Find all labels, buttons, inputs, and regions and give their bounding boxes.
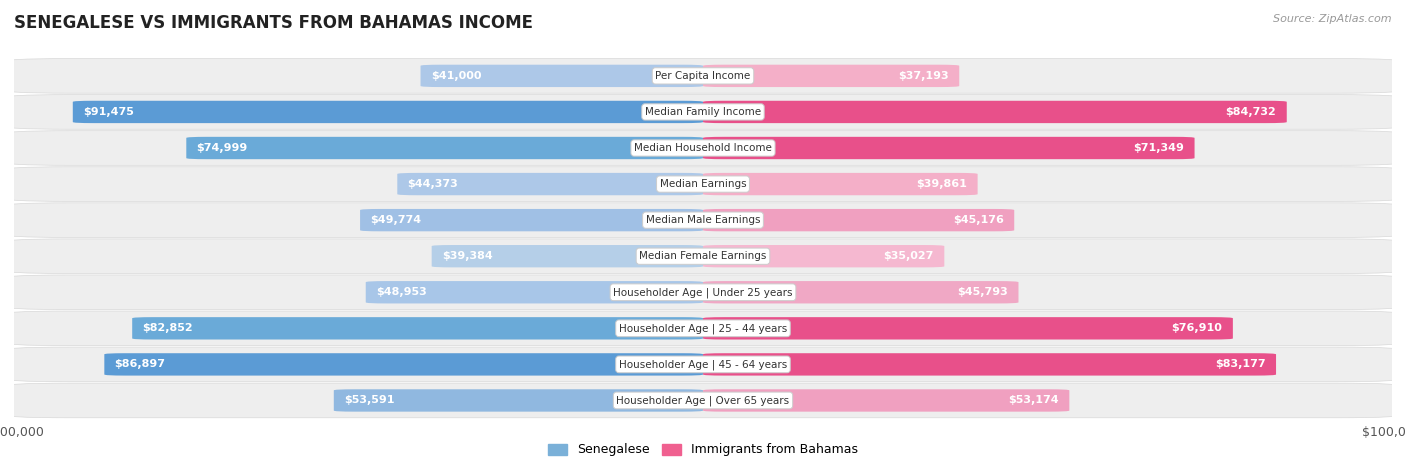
FancyBboxPatch shape — [703, 353, 1277, 375]
Text: Median Family Income: Median Family Income — [645, 107, 761, 117]
FancyBboxPatch shape — [0, 311, 1406, 346]
Text: $53,174: $53,174 — [1008, 396, 1059, 405]
Text: $84,732: $84,732 — [1226, 107, 1277, 117]
FancyBboxPatch shape — [703, 317, 1233, 340]
Text: Householder Age | 45 - 64 years: Householder Age | 45 - 64 years — [619, 359, 787, 370]
Text: $35,027: $35,027 — [883, 251, 934, 261]
FancyBboxPatch shape — [703, 389, 1070, 411]
Text: Median Female Earnings: Median Female Earnings — [640, 251, 766, 261]
Text: $48,953: $48,953 — [375, 287, 427, 297]
FancyBboxPatch shape — [703, 101, 1286, 123]
Text: $74,999: $74,999 — [197, 143, 247, 153]
FancyBboxPatch shape — [703, 281, 1018, 304]
FancyBboxPatch shape — [360, 209, 703, 231]
FancyBboxPatch shape — [0, 383, 1406, 418]
Text: $44,373: $44,373 — [408, 179, 458, 189]
Text: $76,910: $76,910 — [1171, 323, 1223, 333]
FancyBboxPatch shape — [703, 209, 1014, 231]
Text: $39,384: $39,384 — [441, 251, 492, 261]
FancyBboxPatch shape — [0, 347, 1406, 382]
Text: $49,774: $49,774 — [370, 215, 422, 225]
FancyBboxPatch shape — [420, 65, 703, 87]
Text: $41,000: $41,000 — [430, 71, 481, 81]
FancyBboxPatch shape — [0, 203, 1406, 237]
FancyBboxPatch shape — [432, 245, 703, 268]
Text: Median Household Income: Median Household Income — [634, 143, 772, 153]
FancyBboxPatch shape — [703, 65, 959, 87]
FancyBboxPatch shape — [333, 389, 703, 411]
Text: $83,177: $83,177 — [1215, 360, 1265, 369]
Text: $45,793: $45,793 — [957, 287, 1008, 297]
FancyBboxPatch shape — [0, 167, 1406, 201]
FancyBboxPatch shape — [0, 239, 1406, 274]
Text: $82,852: $82,852 — [142, 323, 193, 333]
FancyBboxPatch shape — [132, 317, 703, 340]
FancyBboxPatch shape — [187, 137, 703, 159]
Text: $45,176: $45,176 — [953, 215, 1004, 225]
Text: Householder Age | Under 25 years: Householder Age | Under 25 years — [613, 287, 793, 297]
Text: $53,591: $53,591 — [344, 396, 395, 405]
Text: $86,897: $86,897 — [115, 360, 166, 369]
Legend: Senegalese, Immigrants from Bahamas: Senegalese, Immigrants from Bahamas — [543, 439, 863, 461]
FancyBboxPatch shape — [0, 95, 1406, 129]
FancyBboxPatch shape — [73, 101, 703, 123]
Text: $37,193: $37,193 — [898, 71, 949, 81]
Text: Per Capita Income: Per Capita Income — [655, 71, 751, 81]
Text: Householder Age | 25 - 44 years: Householder Age | 25 - 44 years — [619, 323, 787, 333]
FancyBboxPatch shape — [703, 173, 977, 195]
FancyBboxPatch shape — [0, 58, 1406, 93]
FancyBboxPatch shape — [104, 353, 703, 375]
FancyBboxPatch shape — [703, 245, 945, 268]
Text: $91,475: $91,475 — [83, 107, 134, 117]
FancyBboxPatch shape — [0, 131, 1406, 165]
Text: Source: ZipAtlas.com: Source: ZipAtlas.com — [1274, 14, 1392, 24]
Text: $71,349: $71,349 — [1133, 143, 1184, 153]
FancyBboxPatch shape — [398, 173, 703, 195]
FancyBboxPatch shape — [0, 275, 1406, 310]
Text: Median Earnings: Median Earnings — [659, 179, 747, 189]
Text: SENEGALESE VS IMMIGRANTS FROM BAHAMAS INCOME: SENEGALESE VS IMMIGRANTS FROM BAHAMAS IN… — [14, 14, 533, 32]
Text: Householder Age | Over 65 years: Householder Age | Over 65 years — [616, 395, 790, 406]
FancyBboxPatch shape — [703, 137, 1195, 159]
Text: Median Male Earnings: Median Male Earnings — [645, 215, 761, 225]
FancyBboxPatch shape — [366, 281, 703, 304]
Text: $39,861: $39,861 — [917, 179, 967, 189]
